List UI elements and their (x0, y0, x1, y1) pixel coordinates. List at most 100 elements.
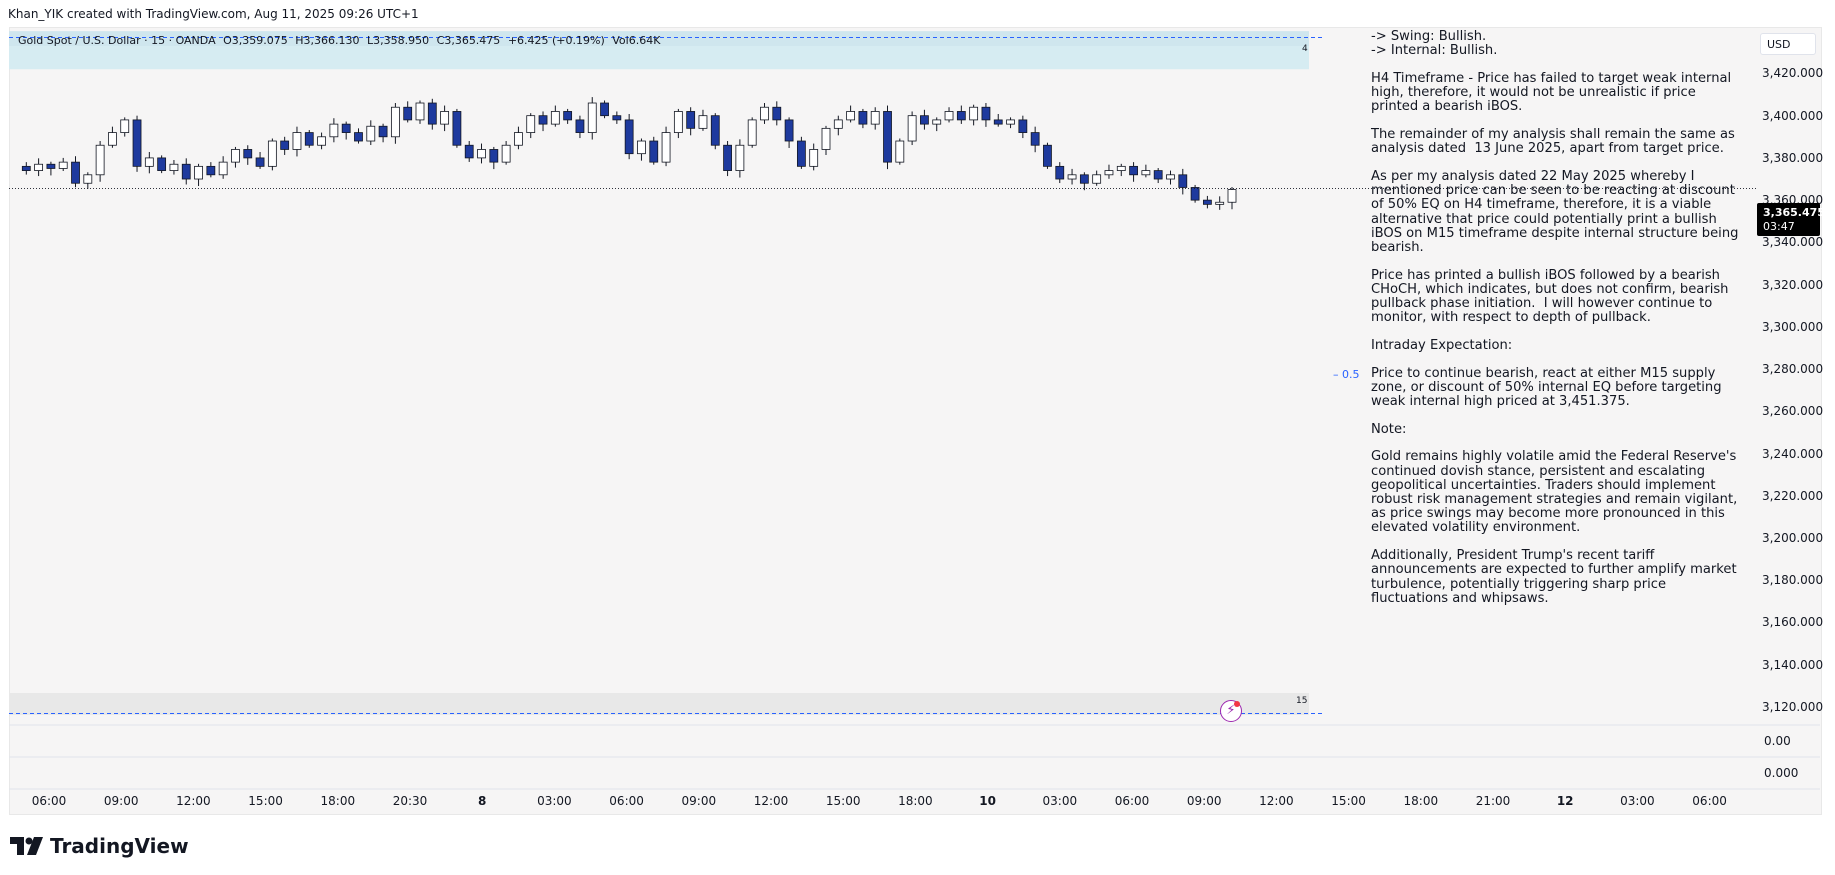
candle (132, 115, 142, 172)
annotation-paragraph-8: Gold remains highly volatile amid the Fe… (1371, 449, 1742, 536)
candle (981, 103, 991, 127)
candle (206, 162, 216, 178)
annotation-paragraph-7: Note: (1371, 421, 1407, 437)
candle-body (784, 119, 794, 142)
x-tick-label: 06:00 (1114, 794, 1150, 808)
analysis-text-note[interactable]: -> Swing: Bullish. -> Internal: Bullish.… (1371, 29, 1746, 620)
candle-body (772, 106, 782, 121)
candle (784, 117, 794, 148)
candle-body (83, 174, 93, 184)
candle (993, 113, 1003, 127)
candle (157, 155, 167, 174)
x-tick-label: 21:00 (1475, 794, 1511, 808)
candle-body (1030, 132, 1040, 146)
candle (723, 141, 732, 177)
candle-body (304, 132, 314, 146)
current-price-value: 3,365.475 (1763, 206, 1825, 219)
candle-body (1116, 165, 1126, 171)
legend-change: +6.425 (+0.19%) (507, 34, 605, 47)
candle-body (1215, 201, 1225, 205)
candle (1030, 126, 1040, 153)
tradingview-logo-text: TradingView (50, 834, 189, 858)
candle (944, 107, 954, 123)
x-tick-label: 06:00 (31, 794, 67, 808)
legend-open: O3,359.075 (223, 34, 288, 47)
candle (267, 138, 277, 171)
candle (883, 105, 892, 170)
candle-body (907, 115, 917, 142)
chart-credit: Khan_YIK created with TradingView.com, A… (8, 7, 419, 21)
candle-body (267, 140, 277, 167)
x-tick-label: 18:00 (320, 794, 356, 808)
candle-body (181, 163, 191, 180)
candle-body (1129, 165, 1138, 176)
candle-body (735, 144, 745, 171)
y-tick-label: 3,320.000 (1762, 277, 1824, 292)
candle-body (341, 123, 351, 133)
x-tick-label: 8 (478, 794, 487, 808)
candle-body (280, 140, 290, 150)
candle-body (1018, 119, 1028, 133)
candle (1190, 184, 1200, 203)
candle-body (846, 111, 856, 121)
tradingview-logo[interactable]: TradingView (10, 834, 189, 858)
candle-body (624, 119, 634, 155)
candle-body (723, 144, 732, 171)
candle-body (514, 132, 523, 146)
candle (809, 143, 819, 171)
candle-body (1227, 189, 1237, 203)
candle-body (427, 102, 437, 125)
candle (1227, 187, 1237, 210)
y-tick-label: 3,140.000 (1762, 657, 1824, 672)
candle-body (969, 106, 979, 121)
currency-selector[interactable]: USD (1760, 33, 1816, 55)
x-tick-label: 03:00 (1620, 794, 1655, 808)
annotation-paragraph-0: -> Swing: Bullish. -> Internal: Bullish. (1371, 29, 1498, 59)
candle (858, 108, 868, 129)
candle-body (489, 149, 499, 163)
chart-area[interactable] (9, 27, 1822, 815)
candle-body (587, 102, 597, 133)
candle-body (501, 144, 511, 163)
candle (366, 120, 376, 146)
annotation-paragraph-5: Intraday Expectation: (1371, 337, 1513, 353)
candle (563, 108, 573, 124)
candle-countdown: 03:47 (1763, 220, 1795, 233)
x-tick-label: 10 (979, 794, 996, 808)
candle-body (292, 132, 302, 150)
candle (354, 128, 363, 144)
candle-body (796, 140, 806, 167)
candle-body (415, 102, 425, 121)
tradingview-logo-icon (10, 837, 43, 855)
candle (255, 151, 265, 169)
candle (181, 158, 191, 185)
zone-marker-top: 4 (1302, 44, 1308, 54)
candle-body (34, 163, 44, 171)
candle-body (378, 125, 388, 138)
current-price-tag: 3,365.475 03:47 (1757, 203, 1825, 236)
candle (46, 161, 56, 176)
candle (108, 126, 117, 148)
x-tick-label: 12 (1556, 794, 1574, 808)
candle (1178, 168, 1188, 195)
candle (427, 98, 437, 130)
candle (587, 97, 597, 140)
candle-body (243, 149, 253, 159)
y-tick-label: 3,400.000 (1762, 108, 1824, 123)
candle-body (1092, 174, 1102, 184)
legend-close: C3,365.475 (436, 34, 501, 47)
y-tick-label: 3,300.000 (1762, 319, 1824, 334)
candle (612, 111, 622, 124)
candle-body (563, 111, 573, 121)
candle-body (218, 161, 228, 176)
candle-body (809, 149, 819, 167)
candle-body (883, 111, 892, 163)
y-tick-label: 3,420.000 (1762, 66, 1824, 81)
candle-body (661, 132, 671, 163)
candle-body (858, 111, 868, 125)
x-tick-label: 12:00 (1259, 794, 1294, 808)
indicator-pane-2-value: 0.000 (1764, 766, 1799, 780)
candle (1141, 164, 1151, 178)
candle (120, 117, 130, 137)
